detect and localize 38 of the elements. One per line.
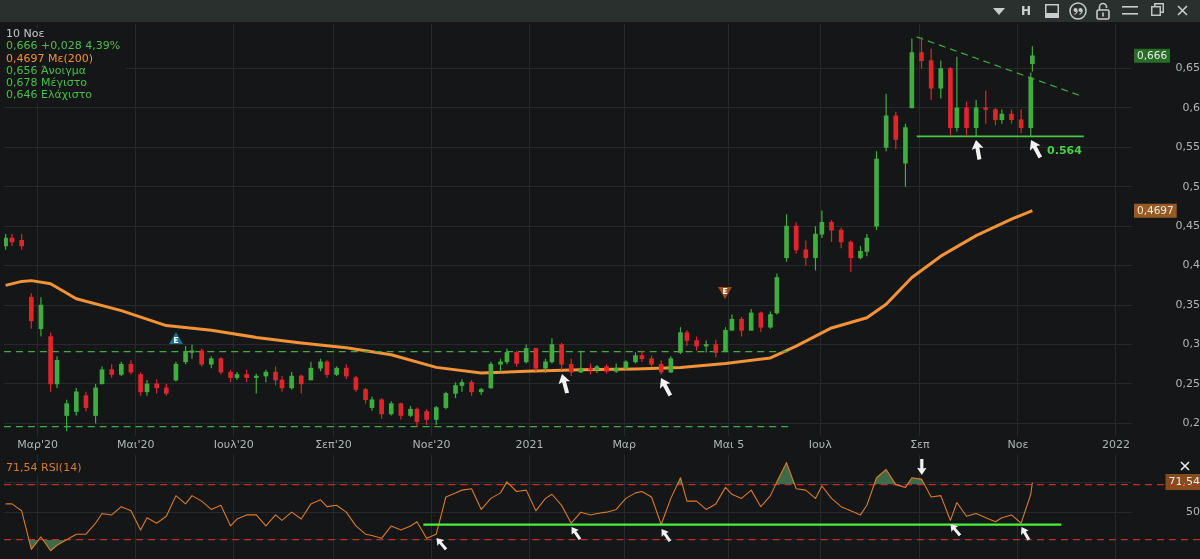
x-tick-label: Ιουλ — [808, 438, 833, 452]
y-tick-label: 0,25 — [1175, 376, 1200, 390]
annotation: 0,666 +0,028 4,39% — [6, 39, 121, 53]
x-tick-label: Μαι'20 — [117, 438, 155, 452]
x-tick-label: Ιουλ'20 — [213, 438, 254, 452]
annotation: 0,656 Άνοιγμα — [6, 63, 86, 78]
y-tick-label: 71,54 — [1168, 475, 1200, 489]
x-tick-label: Σεπ'20 — [315, 438, 352, 452]
text: 0,4697 — [1136, 203, 1174, 216]
x-tick-label: Μαρ — [612, 438, 637, 452]
annotation: 0,646 Ελάχιστο — [6, 88, 94, 102]
annotation: 0.564 — [1047, 143, 1083, 157]
y-tick-label: 0,2 — [1182, 416, 1200, 430]
annotation: 71,54 RSI(14) — [6, 461, 82, 475]
x-tick-label: 2021 — [515, 438, 544, 452]
y-tick-label: 0,65 — [1175, 61, 1200, 75]
y-tick-label: 0,55 — [1175, 140, 1200, 154]
y-tick-label: 0,6 — [1182, 100, 1200, 114]
y-tick-label: 0,3 — [1182, 337, 1200, 351]
candlestick — [919, 36, 924, 70]
x-tick-label: 2022 — [1101, 438, 1130, 452]
y-tick-label: 0,35 — [1175, 297, 1200, 311]
text: H — [1021, 4, 1032, 18]
annotation: 0,4697 Με(200) — [6, 51, 94, 65]
y-tick-label: 0,5 — [1182, 179, 1200, 193]
y-tick-label: 50 — [1186, 505, 1200, 519]
text: 0,666 — [1137, 49, 1168, 62]
x-tick-label: Νοε'20 — [412, 438, 451, 452]
x-tick-label: Μαρ'20 — [17, 438, 59, 452]
annotation: 10 Νοε — [6, 27, 46, 41]
y-tick-label: 0,45 — [1175, 219, 1200, 233]
candlestick — [199, 347, 204, 368]
candlestick — [604, 363, 609, 375]
y-tick-label: 0,4 — [1182, 258, 1200, 272]
x-tick-label: Μαι 5 — [713, 438, 745, 452]
x-tick-label: Σεπ — [910, 438, 931, 452]
annotation: 0,678 Μέγιστο — [6, 76, 87, 90]
x-tick-label: Νοε — [1007, 438, 1029, 452]
